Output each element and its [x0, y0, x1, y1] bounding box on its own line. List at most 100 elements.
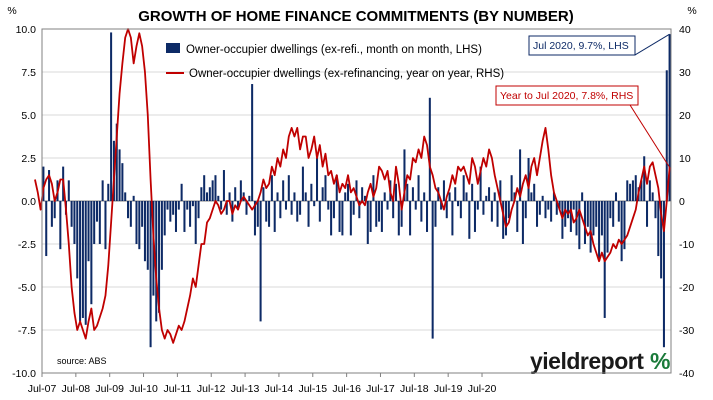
- bar: [397, 201, 400, 236]
- bar: [555, 201, 558, 215]
- bar: [129, 201, 132, 227]
- right-axis-ticks: 40 30 20 10 0 -10 -20 -30 -40: [679, 24, 694, 380]
- bar: [318, 201, 321, 222]
- bar: [358, 201, 361, 219]
- x-tick-label: Jul-09: [95, 383, 124, 395]
- bar: [558, 201, 561, 210]
- callout-label-bar: Jul 2020, 9.7%, LHS: [533, 40, 629, 52]
- bar: [197, 201, 200, 219]
- logo-percent-symbol: %: [650, 348, 670, 374]
- bar: [42, 166, 45, 201]
- bar: [662, 201, 665, 348]
- bar: [268, 201, 271, 227]
- legend: Owner-occupier dwellings (ex-refi., mont…: [166, 43, 504, 80]
- bar: [428, 97, 431, 201]
- callout-box-bar: [528, 35, 636, 56]
- bar: [174, 201, 177, 232]
- bar: [626, 180, 629, 201]
- bar: [403, 149, 406, 201]
- bar: [282, 180, 285, 201]
- bar: [646, 201, 649, 227]
- bar: [262, 187, 265, 201]
- bar: [665, 70, 668, 201]
- bar: [533, 183, 536, 201]
- legend-swatch-bar: [166, 43, 180, 53]
- bar: [228, 192, 231, 201]
- bar: [177, 201, 180, 210]
- bar: [513, 192, 516, 201]
- bar: [372, 175, 375, 201]
- bar: [488, 187, 491, 201]
- bar: [394, 183, 397, 201]
- x-tick-label: Jul-08: [62, 383, 91, 395]
- x-tick-label: Jul-16: [332, 383, 361, 395]
- left-tick-label: 2.5: [21, 153, 36, 165]
- callout-leader-bar: [634, 33, 670, 56]
- bar: [479, 166, 482, 201]
- x-tick-label: Jul-10: [129, 383, 158, 395]
- bar: [115, 123, 118, 201]
- bar: [476, 201, 479, 210]
- bar: [234, 187, 237, 201]
- bar: [304, 192, 307, 201]
- bar: [631, 180, 634, 201]
- bar: [482, 201, 485, 215]
- bar: [155, 201, 158, 322]
- bar: [581, 192, 584, 201]
- bar: [158, 201, 161, 313]
- x-tick-label: Jul-12: [197, 383, 226, 395]
- x-tick-label: Jul-20: [468, 383, 497, 395]
- x-tick-label: Jul-15: [298, 383, 327, 395]
- bar: [569, 201, 572, 232]
- left-axis-unit: %: [7, 5, 16, 17]
- bar: [490, 201, 493, 222]
- bar: [544, 201, 547, 219]
- right-tick-label: 10: [679, 153, 691, 165]
- bar: [203, 175, 206, 201]
- chart-title: GROWTH OF HOME FINANCE COMMITMENTS (BY N…: [138, 8, 574, 25]
- bar: [617, 201, 620, 222]
- bar: [609, 201, 612, 219]
- bar: [468, 201, 471, 239]
- bar: [276, 192, 279, 201]
- bar: [442, 180, 445, 201]
- bar: [163, 201, 166, 236]
- bar: [245, 201, 248, 215]
- bar: [79, 201, 82, 322]
- legend-label-line: Owner-occupier dwellings (ex-refinancing…: [189, 68, 504, 80]
- bar: [519, 149, 522, 201]
- bar: [138, 201, 141, 250]
- bar: [191, 201, 194, 207]
- bar: [118, 149, 121, 201]
- bar: [45, 201, 48, 257]
- bar: [321, 187, 324, 201]
- right-tick-label: -10: [679, 239, 694, 251]
- bar: [434, 201, 437, 227]
- bar: [293, 192, 296, 201]
- bar: [135, 201, 138, 244]
- bar: [502, 201, 505, 239]
- bar: [504, 201, 508, 236]
- bar: [406, 183, 409, 201]
- bar: [76, 201, 79, 279]
- bar: [127, 201, 130, 219]
- bar: [561, 201, 564, 239]
- bar: [330, 201, 333, 236]
- bar: [392, 201, 395, 219]
- bar: [341, 201, 344, 236]
- bar: [335, 175, 338, 201]
- bar: [496, 201, 499, 227]
- right-tick-label: -30: [679, 325, 694, 337]
- bar: [612, 201, 615, 227]
- bar: [141, 201, 144, 227]
- bar: [527, 158, 530, 201]
- x-tick-label: Jul-13: [231, 383, 260, 395]
- bar: [48, 170, 51, 201]
- bar: [420, 201, 423, 222]
- bar: [93, 201, 96, 244]
- bar: [248, 195, 251, 201]
- bar: [417, 175, 420, 201]
- bar-series-month-on-month: [42, 32, 671, 348]
- bar: [67, 180, 70, 201]
